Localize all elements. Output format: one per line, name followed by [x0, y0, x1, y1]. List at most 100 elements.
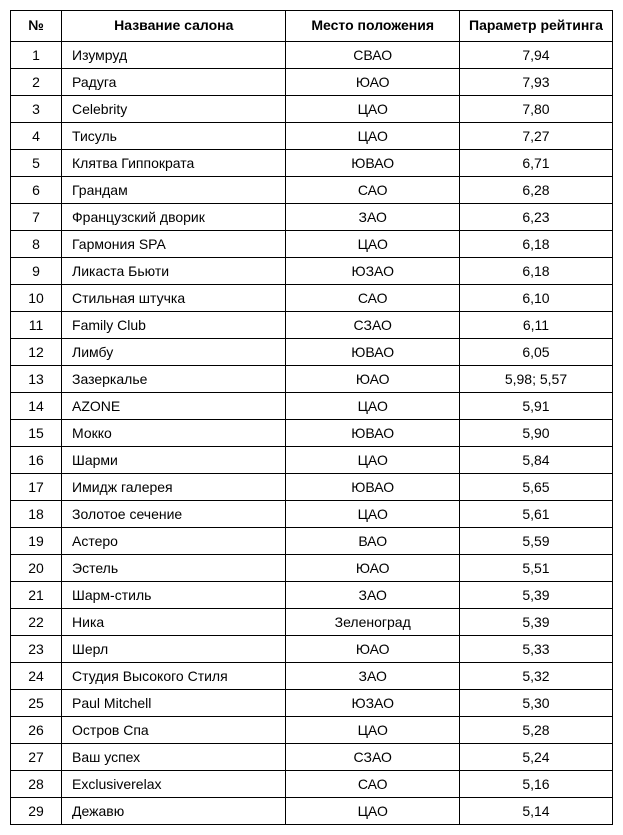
cell-salon-name: Тисуль	[62, 123, 286, 150]
cell-number: 8	[11, 231, 62, 258]
cell-location: ЮВАО	[286, 150, 459, 177]
cell-location: ЮЗАО	[286, 258, 459, 285]
table-row: 16ШармиЦАО5,84	[11, 447, 613, 474]
table-header-row: № Название салона Место положения Параме…	[11, 11, 613, 42]
cell-location: ЮВАО	[286, 339, 459, 366]
cell-rating: 5,90	[459, 420, 612, 447]
cell-rating: 5,33	[459, 636, 612, 663]
table-row: 21Шарм-стильЗАО5,39	[11, 582, 613, 609]
cell-rating: 6,71	[459, 150, 612, 177]
table-row: 27Ваш успехСЗАО5,24	[11, 744, 613, 771]
cell-rating: 5,61	[459, 501, 612, 528]
table-row: 11Family ClubСЗАО6,11	[11, 312, 613, 339]
table-row: 6ГрандамСАО6,28	[11, 177, 613, 204]
table-row: 10Стильная штучкаСАО6,10	[11, 285, 613, 312]
table-row: 15МоккоЮВАО5,90	[11, 420, 613, 447]
cell-salon-name: Зазеркалье	[62, 366, 286, 393]
cell-location: ЦАО	[286, 231, 459, 258]
cell-rating: 5,24	[459, 744, 612, 771]
cell-location: ЮВАО	[286, 474, 459, 501]
cell-salon-name: Гармония SPA	[62, 231, 286, 258]
cell-rating: 5,39	[459, 582, 612, 609]
cell-salon-name: Французский дворик	[62, 204, 286, 231]
cell-location: ЮЗАО	[286, 690, 459, 717]
cell-rating: 7,93	[459, 69, 612, 96]
cell-rating: 6,23	[459, 204, 612, 231]
cell-rating: 5,28	[459, 717, 612, 744]
cell-salon-name: Лимбу	[62, 339, 286, 366]
cell-number: 21	[11, 582, 62, 609]
cell-salon-name: Студия Высокого Стиля	[62, 663, 286, 690]
cell-rating: 6,10	[459, 285, 612, 312]
cell-number: 2	[11, 69, 62, 96]
table-row: 9Ликаста БьютиЮЗАО6,18	[11, 258, 613, 285]
table-row: 26Остров СпаЦАО5,28	[11, 717, 613, 744]
cell-location: ЮАО	[286, 69, 459, 96]
col-header-name: Название салона	[62, 11, 286, 42]
col-header-location: Место положения	[286, 11, 459, 42]
cell-number: 12	[11, 339, 62, 366]
cell-salon-name: Мокко	[62, 420, 286, 447]
cell-number: 28	[11, 771, 62, 798]
cell-location: ЮАО	[286, 366, 459, 393]
cell-location: САО	[286, 177, 459, 204]
cell-number: 3	[11, 96, 62, 123]
cell-salon-name: Шарми	[62, 447, 286, 474]
cell-location: СЗАО	[286, 744, 459, 771]
table-row: 12ЛимбуЮВАО6,05	[11, 339, 613, 366]
cell-salon-name: AZONE	[62, 393, 286, 420]
cell-number: 4	[11, 123, 62, 150]
cell-number: 24	[11, 663, 62, 690]
table-row: 19АстероВАО5,59	[11, 528, 613, 555]
table-row: 20ЭстельЮАО5,51	[11, 555, 613, 582]
cell-location: Зеленоград	[286, 609, 459, 636]
table-row: 25Paul MitchellЮЗАО5,30	[11, 690, 613, 717]
table-row: 3CelebrityЦАО7,80	[11, 96, 613, 123]
table-row: 13ЗазеркальеЮАО5,98; 5,57	[11, 366, 613, 393]
col-header-number: №	[11, 11, 62, 42]
cell-location: САО	[286, 771, 459, 798]
cell-location: ЦАО	[286, 393, 459, 420]
cell-salon-name: Имидж галерея	[62, 474, 286, 501]
cell-location: ЦАО	[286, 96, 459, 123]
cell-number: 9	[11, 258, 62, 285]
cell-rating: 7,27	[459, 123, 612, 150]
cell-salon-name: Эстель	[62, 555, 286, 582]
cell-location: ЗАО	[286, 663, 459, 690]
cell-number: 20	[11, 555, 62, 582]
cell-location: ЗАО	[286, 204, 459, 231]
table-row: 7Французский дворикЗАО6,23	[11, 204, 613, 231]
table-row: 28ExclusiverelaxСАО5,16	[11, 771, 613, 798]
table-row: 29ДежавюЦАО5,14	[11, 798, 613, 825]
cell-location: ВАО	[286, 528, 459, 555]
col-header-rating: Параметр рейтинга	[459, 11, 612, 42]
cell-number: 26	[11, 717, 62, 744]
cell-number: 5	[11, 150, 62, 177]
cell-number: 23	[11, 636, 62, 663]
cell-rating: 7,80	[459, 96, 612, 123]
cell-rating: 5,65	[459, 474, 612, 501]
cell-number: 15	[11, 420, 62, 447]
cell-rating: 5,32	[459, 663, 612, 690]
cell-rating: 7,94	[459, 42, 612, 69]
cell-rating: 5,16	[459, 771, 612, 798]
cell-salon-name: Изумруд	[62, 42, 286, 69]
cell-salon-name: Клятва Гиппократа	[62, 150, 286, 177]
cell-number: 11	[11, 312, 62, 339]
cell-number: 10	[11, 285, 62, 312]
cell-number: 6	[11, 177, 62, 204]
cell-salon-name: Шарм-стиль	[62, 582, 286, 609]
cell-location: ЦАО	[286, 123, 459, 150]
cell-location: ЦАО	[286, 447, 459, 474]
cell-number: 22	[11, 609, 62, 636]
cell-rating: 5,30	[459, 690, 612, 717]
cell-location: ЮВАО	[286, 420, 459, 447]
cell-number: 13	[11, 366, 62, 393]
cell-location: ЦАО	[286, 798, 459, 825]
cell-salon-name: Дежавю	[62, 798, 286, 825]
cell-location: САО	[286, 285, 459, 312]
cell-number: 19	[11, 528, 62, 555]
cell-rating: 6,05	[459, 339, 612, 366]
cell-location: ЦАО	[286, 717, 459, 744]
cell-number: 1	[11, 42, 62, 69]
